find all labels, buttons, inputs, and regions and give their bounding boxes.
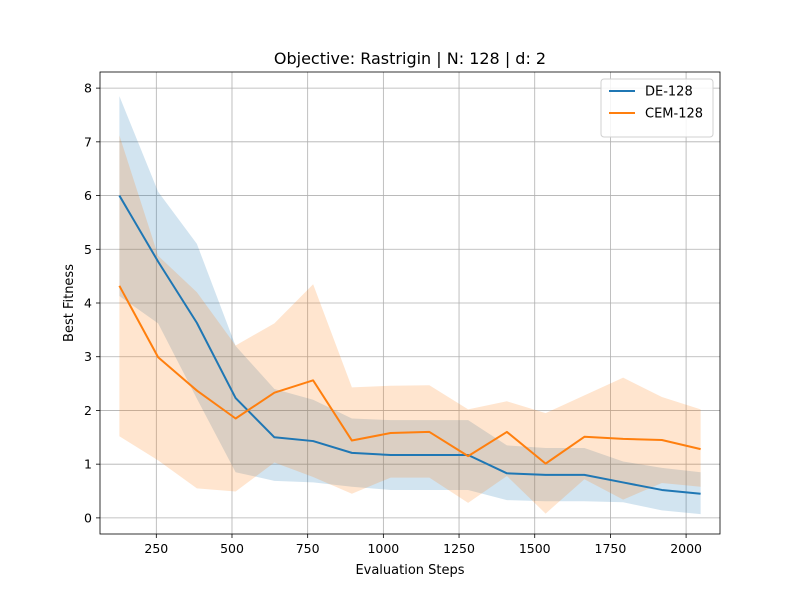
axis-ticks: 250 500 750 1000 1250 1500 1750 2000 0 1 2 3 4 5 6 7 8 (84, 81, 702, 556)
x-tick-label: 1500 (519, 541, 551, 556)
confidence-bands (119, 96, 701, 515)
legend-label: CEM-128 (645, 107, 703, 122)
x-tick-label: 250 (144, 541, 168, 556)
x-tick-label: 1000 (367, 541, 399, 556)
legend-label: DE-128 (645, 85, 693, 100)
legend-box (600, 78, 714, 138)
series-line (118, 195, 701, 495)
x-tick-label: 2000 (670, 541, 702, 556)
y-tick-label: 0 (84, 510, 92, 525)
y-tick-label: 8 (84, 81, 92, 96)
chart-title: Objective: Rastrigin | N: 128 | d: 2 (274, 49, 546, 68)
y-tick-label: 1 (84, 457, 92, 472)
x-axis-label: Evaluation Steps (355, 563, 464, 578)
series-lines (118, 195, 701, 495)
y-tick-label: 3 (84, 349, 92, 364)
y-tick-label: 5 (84, 242, 92, 257)
x-tick-label: 500 (220, 541, 244, 556)
y-tick-label: 4 (84, 296, 92, 311)
series-line (118, 285, 701, 465)
y-tick-label: 6 (84, 188, 92, 203)
x-tick-label: 750 (296, 541, 320, 556)
legend: DE-128 CEM-128 (600, 78, 714, 138)
x-tick-label: 1750 (595, 541, 627, 556)
grid (100, 72, 720, 534)
y-axis-label: Best Fitness (62, 264, 77, 342)
x-tick-label: 1250 (443, 541, 475, 556)
y-tick-label: 2 (84, 403, 92, 418)
confidence-band (119, 135, 701, 514)
confidence-band (119, 96, 701, 515)
y-tick-label: 7 (84, 134, 92, 149)
